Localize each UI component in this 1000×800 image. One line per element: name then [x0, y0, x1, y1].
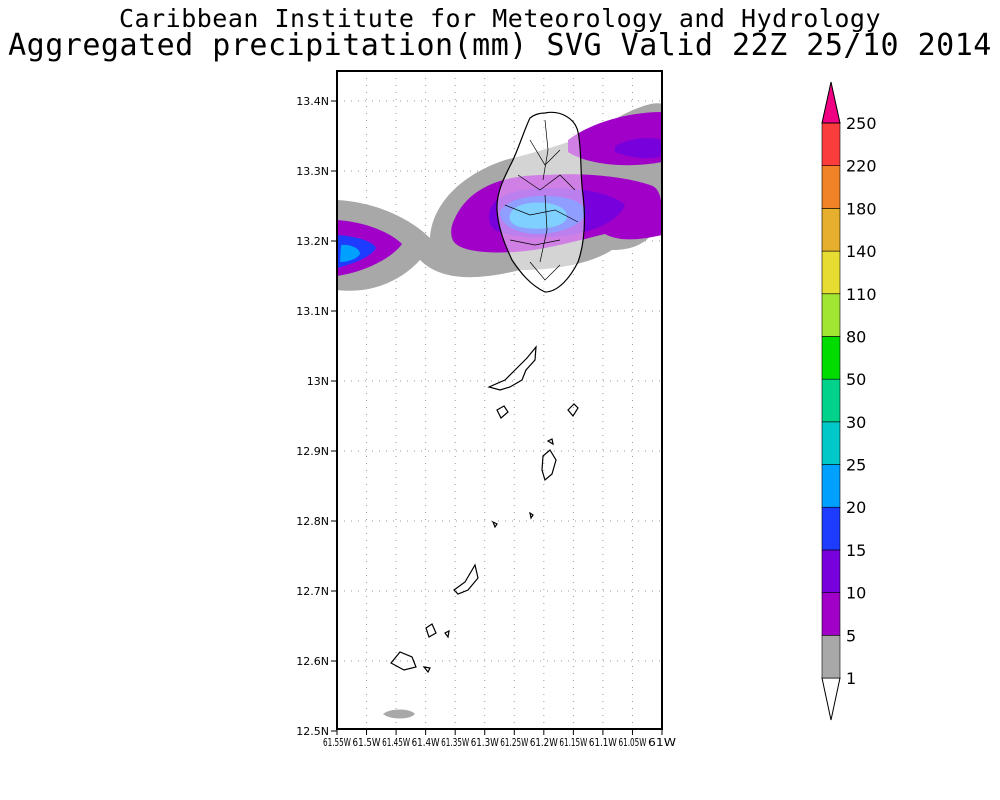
island-small-5 [546, 438, 554, 446]
island-small-6 [444, 629, 450, 639]
colorbar-level-label: 180 [846, 199, 877, 218]
lat-tick-label: 13.3N [296, 165, 329, 178]
lat-tick-label: 13.2N [296, 235, 329, 248]
lat-tick-label: 12.9N [296, 445, 329, 458]
colorbar-level-label: 30 [846, 413, 866, 432]
island-small-4 [491, 520, 498, 529]
colorbar-level-label: 110 [846, 285, 877, 304]
precip-contour-20mm-west [340, 244, 360, 262]
island-small-3 [496, 405, 509, 419]
island-canouan [453, 563, 479, 595]
island-small-2 [425, 623, 437, 638]
island-mustique [541, 449, 557, 482]
colorbar-swatch [821, 635, 841, 679]
colorbar-level-label: 10 [846, 584, 866, 603]
chart-title-institute: Caribbean Institute for Meteorology and … [118, 4, 881, 33]
lon-tick-label: 61.1W [589, 736, 617, 749]
island-st-vincent [496, 111, 585, 293]
lon-tick-label: 61.25W [500, 736, 528, 749]
colorbar-swatch [821, 165, 841, 209]
lon-tick-label: 61.35W [441, 736, 469, 749]
lon-tick-label: 61W [648, 736, 676, 749]
lon-tick-label: 61.4W [412, 736, 440, 749]
colorbar-level-label: 80 [846, 327, 866, 346]
lat-tick-label: 13.1N [296, 305, 329, 318]
lat-tick-label: 13.4N [296, 95, 329, 108]
colorbar-level-label: 25 [846, 456, 866, 475]
colorbar-swatch [821, 208, 841, 252]
chart-title-product: Aggregated precipitation(mm) SVG Valid 2… [8, 28, 992, 63]
colorbar-swatch [821, 293, 841, 337]
map-gridlines [337, 71, 662, 729]
lat-tick-label: 12.5N [296, 725, 329, 738]
colorbar-swatch [821, 421, 841, 465]
colorbar-level-label: 20 [846, 498, 866, 517]
colorbar-level-label: 15 [846, 541, 866, 560]
colorbar-level-label: 220 [846, 157, 877, 176]
lon-tick-label: 61.5W [353, 736, 381, 749]
lon-tick-label: 61.15W [559, 736, 587, 749]
lon-tick-label: 61.3W [471, 736, 499, 749]
lon-tick-label: 61.55W [323, 736, 351, 749]
island-small-8 [529, 511, 534, 520]
island-union [390, 651, 417, 671]
st-vincent-rivers [504, 119, 579, 281]
coastlines [390, 111, 585, 674]
colorbar-level-label: 250 [846, 114, 877, 133]
colorbar-swatch [821, 336, 841, 380]
colorbar-swatch [821, 549, 841, 593]
map-frame [336, 70, 663, 730]
colorbar-swatch [821, 122, 841, 166]
colorbar-level-label: 1 [846, 669, 856, 688]
colorbar-swatch [821, 464, 841, 508]
lat-tick-label: 12.7N [296, 585, 329, 598]
lon-tick-label: 61.45W [382, 736, 410, 749]
lat-tick-label: 12.6N [296, 655, 329, 668]
map-axes: 13.4N 13.3N 13.2N 13.1N 13N 12.9N 12.8N 12.7N 12… [296, 95, 676, 749]
lat-tick-label: 12.8N [296, 515, 329, 528]
island-small-7 [422, 666, 431, 674]
colorbar-swatch [821, 506, 841, 551]
precip-contour-10mm-ne [615, 138, 662, 159]
lat-tick-label: 13N [307, 375, 329, 388]
island-bequia [487, 345, 537, 391]
island-small-1 [567, 403, 579, 418]
colorbar-under-arrow [821, 677, 841, 721]
lon-tick-label: 61.05W [618, 736, 646, 749]
colorbar-level-label: 140 [846, 242, 877, 261]
colorbar-level-label: 50 [846, 370, 866, 389]
colorbar-level-label: 5 [846, 626, 856, 645]
colorbar-swatch [821, 250, 841, 295]
colorbar-swatch [821, 592, 841, 636]
colorbar-over-arrow [821, 81, 841, 124]
precip-contour-1mm-south [383, 709, 415, 719]
lon-tick-label: 61.2W [530, 736, 558, 749]
colorbar-swatch [821, 378, 841, 423]
